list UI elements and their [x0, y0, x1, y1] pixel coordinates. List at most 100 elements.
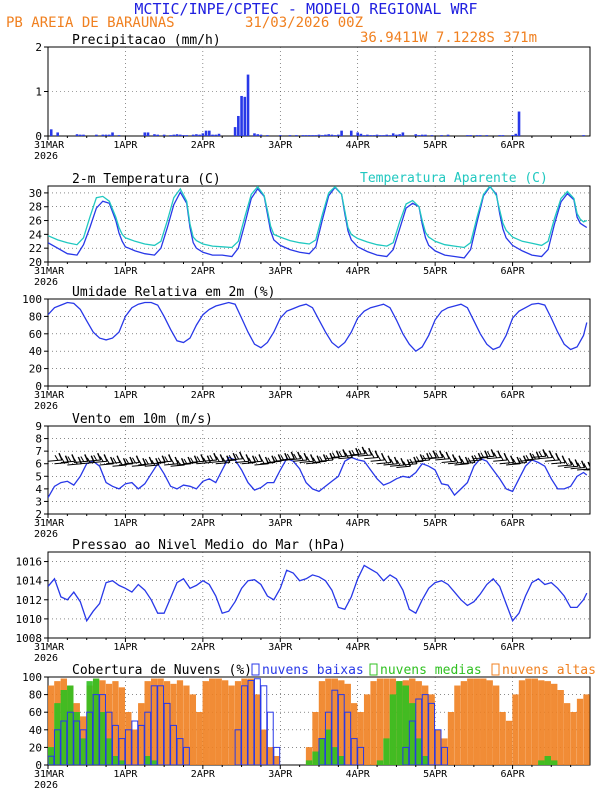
wind-barb-shaft	[422, 456, 437, 460]
cloud-bar	[408, 720, 416, 765]
wind-barb-shaft	[125, 462, 140, 465]
wind-barb-flag	[168, 454, 173, 462]
clouds-xtick-label: 6APR	[501, 769, 526, 780]
header-coords: 36.9411W 7.1228S 371m	[360, 30, 537, 46]
wind-barb-flag	[245, 454, 250, 462]
precip-bar	[117, 135, 121, 136]
cloud-bar	[131, 720, 139, 765]
precip-bar	[366, 134, 369, 136]
wind-barb-shaft	[138, 463, 153, 466]
wind-barb-flag	[209, 454, 214, 461]
pressure-ytick-label: 1012	[16, 594, 43, 607]
cloud-bar	[163, 702, 171, 765]
precip-bar	[375, 134, 379, 136]
wind-barb-flag	[348, 450, 353, 458]
wind-barb-flag	[551, 454, 556, 461]
precip-panel: 0 1 2 31MAR 1APR 2APR 3APR 4APR 5APR 6APR 2026 Prec…	[34, 33, 591, 162]
cloud-bar	[318, 681, 326, 765]
wind-barb-flag	[486, 451, 491, 457]
humidity-ytick-label: 0	[35, 380, 42, 393]
cloud-bar	[138, 703, 145, 765]
cloud-bar	[512, 694, 519, 765]
wind-barb-flag	[219, 454, 224, 462]
wind-barb-flag	[581, 460, 586, 468]
precip-bar	[382, 135, 385, 136]
wind-barb-flag	[77, 456, 82, 465]
wind-barb-flag	[544, 452, 549, 459]
wind-barb-shaft	[364, 456, 379, 460]
cloud-bar	[260, 729, 267, 765]
precip-bar	[391, 133, 395, 136]
cloud-bar	[583, 694, 590, 765]
precip-bar	[204, 130, 208, 136]
wind-barb-shaft	[338, 456, 353, 460]
clouds-ytick-label: 60	[29, 706, 42, 719]
cloud-bar	[421, 694, 429, 765]
wind-barb-shaft	[273, 459, 288, 462]
humidity-xtick-label: 6APR	[501, 390, 526, 401]
wind-barb-flag	[93, 454, 98, 461]
wind-barb-flag	[409, 458, 414, 465]
wind-barb-flag	[215, 456, 220, 462]
precip-bar	[198, 134, 201, 136]
precip-bar	[475, 135, 479, 136]
precip-bar	[95, 134, 98, 136]
clouds-panel: 0 20 40 60 80 100 31MAR 1APR 2APR 3APR 4APR 5APR 6AP…	[22, 663, 596, 791]
wind-barb-flag	[174, 456, 179, 465]
wind-ytick-label: 7	[35, 445, 42, 458]
cloud-bar	[253, 678, 261, 765]
pressure-ytick-label: 1016	[16, 556, 43, 569]
wind-barb-flag	[342, 449, 347, 457]
cloud-bar	[151, 678, 158, 765]
temperature-xtick-label: 6APR	[501, 266, 526, 277]
wind-barb-flag	[542, 449, 547, 457]
cloud-bar	[505, 720, 513, 765]
wind-barb-flag	[310, 454, 315, 462]
cloud-bar	[563, 703, 571, 765]
wind-barb-flag	[396, 459, 401, 466]
wind-barb-shaft	[383, 463, 398, 466]
wind-barb-shaft	[183, 462, 198, 465]
wind-ytick-label: 5	[35, 470, 42, 483]
precip-bar	[372, 135, 376, 136]
wind-barb-shaft	[512, 462, 527, 465]
wind-barb-flag	[164, 456, 169, 462]
cloud-bar	[54, 703, 61, 765]
wind-barb-shaft	[215, 462, 230, 465]
pressure-xtick-label: 3APR	[268, 642, 293, 653]
cloud-bar	[118, 760, 126, 765]
precip-bar	[143, 132, 147, 136]
precip-bar	[240, 95, 243, 136]
cloud-bar	[351, 703, 358, 765]
temperature-ytick-label: 20	[29, 256, 42, 269]
cloud-bar	[80, 738, 87, 765]
humidity-title: Umidade Relativa em 2m (%)	[72, 285, 276, 300]
cloud-bar	[86, 681, 93, 765]
temperature-plot	[48, 186, 588, 259]
humidity-ytick-label: 20	[29, 363, 42, 376]
wind-barb-flag	[86, 457, 91, 464]
cloud-bar	[402, 746, 410, 765]
temperature-ytick-label: 22	[29, 242, 42, 255]
cloud-bar	[344, 711, 352, 765]
wind-barb-shaft	[209, 460, 224, 463]
wind-barb-shaft	[544, 459, 559, 462]
wind-barb-shaft	[389, 464, 405, 467]
cloud-bar	[480, 678, 487, 765]
cloud-bar	[73, 712, 80, 765]
precip-bar	[498, 135, 501, 136]
header-location: PB AREIA DE BARAUNAS	[6, 15, 175, 31]
precip-bar	[349, 130, 353, 136]
cloud-bar	[202, 681, 209, 765]
wind-barb-flag	[471, 455, 476, 463]
wind-barb-shaft	[286, 458, 301, 461]
cloud-bar	[447, 712, 455, 765]
wind-xtick-label: 2APR	[191, 518, 216, 529]
cloud-bar	[99, 694, 106, 765]
cloud-bar	[357, 746, 365, 765]
temperature-xtick-label: 5APR	[423, 266, 448, 277]
cloud-bar	[434, 729, 442, 765]
temperature-xtick-label: 2APR	[191, 266, 216, 277]
pressure-frame	[47, 551, 591, 639]
